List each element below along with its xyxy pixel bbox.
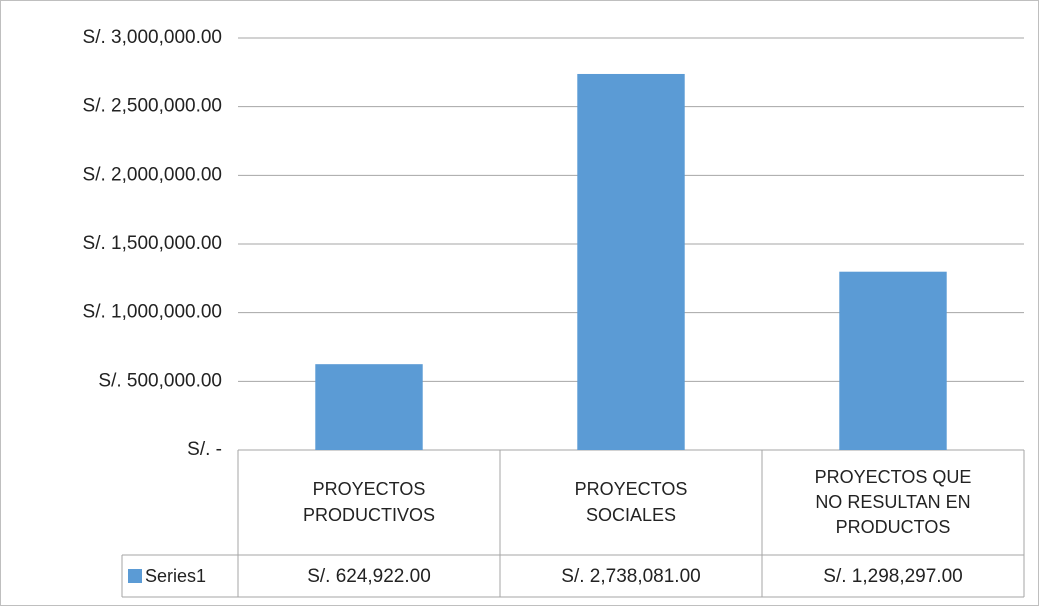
bar (839, 271, 947, 450)
legend-swatch (128, 569, 142, 583)
category-text: PROYECTOS SOCIALES (574, 479, 688, 525)
y-tick-label: S/. 1,000,000.00 (83, 302, 222, 323)
bar (315, 364, 423, 450)
y-tick-label: S/. 1,500,000.00 (83, 233, 222, 254)
category-text: PROYECTOS QUE NO RESULTAN EN PRODUCTOS (814, 466, 972, 538)
legend-label: Series1 (145, 566, 206, 586)
x-tick-label: PROYECTOS PRODUCTIVOS (238, 450, 500, 555)
value-label: S/. 1,298,297.00 (823, 566, 962, 587)
value-label: S/. 2,738,081.00 (561, 566, 700, 587)
bar (577, 73, 685, 450)
x-tick-label: PROYECTOS SOCIALES (500, 450, 762, 555)
y-tick-label: S/. 2,500,000.00 (83, 96, 222, 117)
value-label: S/. 624,922.00 (307, 566, 431, 587)
y-tick-label: S/. - (187, 439, 222, 460)
y-tick-label: S/. 500,000.00 (98, 370, 222, 391)
y-tick-label: S/. 3,000,000.00 (83, 27, 222, 48)
category-text: PROYECTOS PRODUCTIVOS (302, 479, 435, 525)
y-tick-label: S/. 2,000,000.00 (83, 164, 222, 185)
x-tick-label: PROYECTOS QUE NO RESULTAN EN PRODUCTOS (762, 450, 1024, 555)
